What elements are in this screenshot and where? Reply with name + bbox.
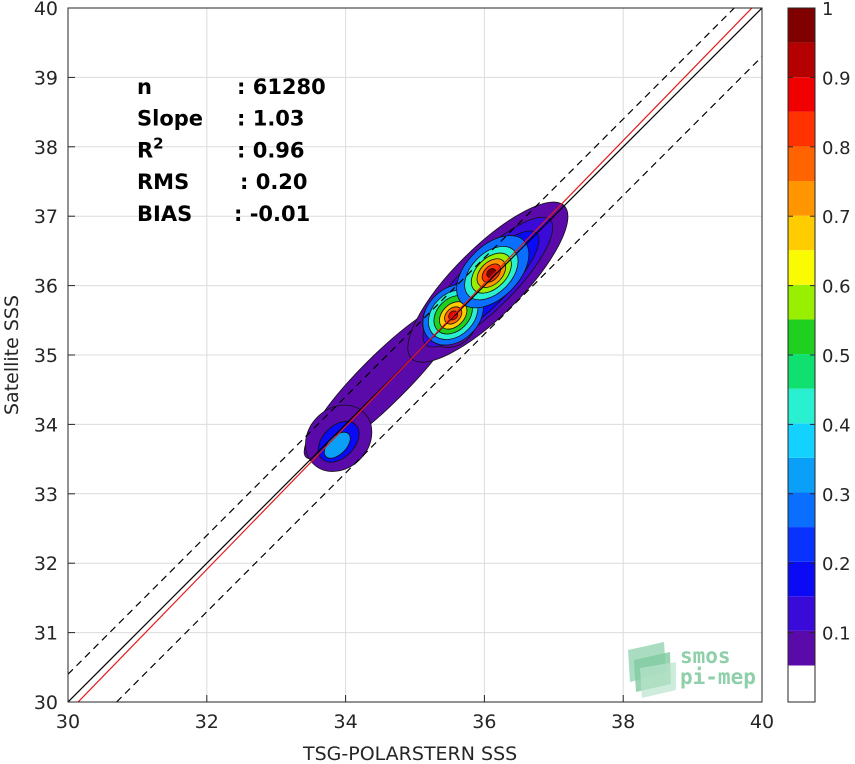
colorbar-band (788, 284, 815, 320)
colorbar: 0.1 0.2 0.3 0.4 0.5 0.6 0.7 0.8 0.9 1 (787, 0, 851, 703)
y-tick-label: 40 (34, 0, 58, 20)
colorbar-band (788, 181, 815, 216)
upper-bound-line (68, 8, 736, 675)
colorbar-band (788, 561, 815, 597)
colorbar-band (788, 8, 815, 43)
colorbar-band (788, 319, 815, 355)
y-axis: 30 31 32 33 34 35 36 37 38 39 40 (34, 0, 75, 714)
colorbar-tick-label: 0.6 (822, 277, 851, 298)
stat-label: Slope (137, 107, 203, 131)
colorbar-band (788, 146, 815, 182)
colorbar-tick-label: 0.1 (822, 624, 851, 645)
stat-label: RMS (137, 170, 189, 194)
colorbar-tick-label: 0.9 (822, 68, 851, 89)
y-tick-label: 32 (34, 553, 58, 575)
stat-label: BIAS (137, 202, 192, 226)
stat-value: : 0.20 (240, 170, 308, 194)
colorbar-band (788, 596, 815, 631)
stat-label: n (137, 75, 152, 99)
y-tick-label: 37 (34, 206, 58, 228)
x-tick-label: 34 (334, 711, 358, 733)
y-tick-label: 36 (34, 276, 58, 298)
colorbar-band (788, 388, 815, 424)
colorbar-band (788, 492, 815, 528)
colorbar-band (788, 215, 815, 251)
y-tick-label: 39 (34, 67, 58, 89)
colorbar-empty-band (788, 665, 815, 702)
x-tick-label: 36 (472, 711, 496, 733)
colorbar-band (788, 111, 815, 147)
colorbar-tick-label: 0.2 (822, 554, 851, 575)
colorbar-band (788, 354, 815, 389)
colorbar-band (788, 527, 815, 562)
y-tick-label: 35 (34, 345, 58, 367)
logo-text-smos: smos (680, 644, 731, 668)
stat-value: : 1.03 (237, 107, 305, 131)
x-tick-label: 38 (611, 711, 635, 733)
colorbar-band (788, 77, 815, 112)
colorbar-tick-label: 1 (822, 0, 833, 20)
colorbar-tick-label: 0.7 (822, 207, 851, 228)
logo-text-pi-mep: pi-mep (680, 665, 756, 689)
regression-line (77, 8, 753, 702)
colorbar-band (788, 250, 815, 285)
stat-value: : -0.01 (234, 202, 310, 226)
reference-lines (68, 8, 762, 702)
x-tick-label: 30 (56, 711, 80, 733)
x-axis-label: TSG-POLARSTERN SSS (302, 743, 517, 764)
grid (68, 8, 762, 702)
y-tick-label: 33 (34, 484, 58, 506)
stat-value: : 0.96 (237, 138, 305, 162)
y-axis-label: Satellite SSS (1, 295, 23, 415)
colorbar-tick-label: 0.4 (822, 415, 851, 436)
y-tick-label: 31 (34, 623, 58, 645)
y-tick-label: 38 (34, 137, 58, 159)
colorbar-tick-label: 0.3 (822, 485, 851, 506)
colorbar-band (788, 423, 815, 458)
colorbar-band (788, 630, 815, 666)
x-axis: 30 32 34 36 38 40 (56, 695, 774, 733)
x-tick-label: 40 (750, 711, 774, 733)
colorbar-band (788, 42, 815, 78)
logo-icon (628, 642, 676, 698)
y-tick-label: 30 (34, 692, 58, 714)
smos-pi-mep-logo: smos pi-mep (628, 642, 756, 698)
stat-value: : 61280 (237, 75, 326, 99)
colorbar-tick-label: 0.8 (822, 138, 851, 159)
x-tick-label: 32 (195, 711, 219, 733)
colorbar-band (788, 457, 815, 493)
lower-bound-line (116, 56, 762, 702)
y-tick-label: 34 (34, 414, 58, 436)
colorbar-tick-label: 0.5 (822, 346, 851, 367)
